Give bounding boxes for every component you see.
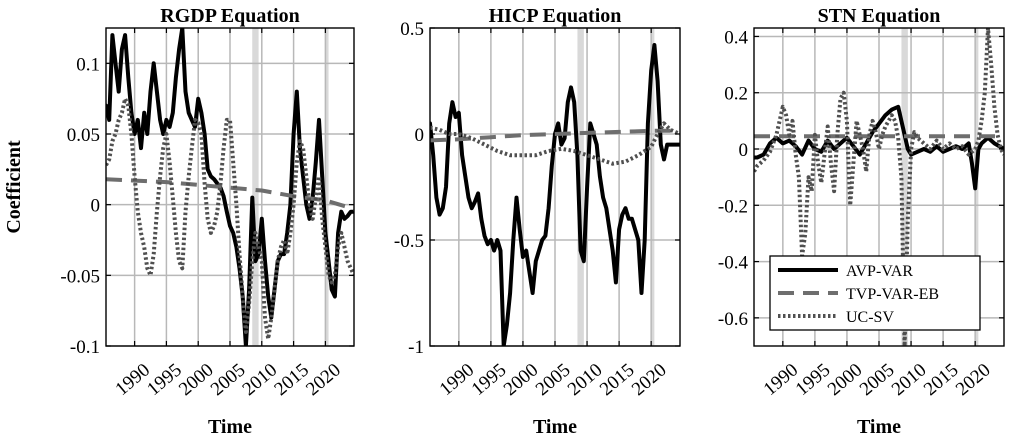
y-tick-label: -0.1 [70, 337, 100, 358]
y-tick-label: 0 [415, 125, 425, 146]
panel-title: HICP Equation [489, 5, 622, 27]
hicp-panel: 1990199520002005201020152020-1-0.500.5HI… [394, 5, 681, 438]
rgdp-panel: 1990199520002005201020152020-0.1-0.0500.… [60, 5, 355, 438]
y-tick-label: 0.4 [724, 27, 748, 48]
y-tick-label: -0.05 [60, 266, 100, 287]
y-tick-label: 0.1 [76, 54, 100, 75]
legend-label-avp-var: AVP-VAR [846, 263, 913, 280]
y-tick-label: -0.2 [718, 196, 748, 217]
shaded-period [325, 28, 329, 346]
y-tick-label: -0.6 [718, 309, 748, 330]
legend: AVP-VAR TVP-VAR-EB UC-SV [769, 255, 981, 331]
y-axis-label: Coefficient [3, 140, 25, 234]
legend-label-uc-sv: UC-SV [846, 309, 894, 326]
y-tick-label: 0 [739, 140, 749, 161]
x-axis-label: Time [533, 416, 577, 438]
y-tick-label: -0.4 [718, 253, 749, 274]
panel-title: RGDP Equation [160, 5, 299, 27]
shaded-period [252, 28, 259, 346]
y-tick-label: 0.05 [67, 125, 100, 146]
x-tick-label: 2020 [952, 360, 995, 401]
y-tick-label: 0.2 [724, 84, 748, 105]
shaded-period [577, 28, 584, 346]
series-line-uc-sv [106, 96, 354, 341]
shaded-period [901, 28, 908, 346]
x-tick-label: 2020 [302, 360, 345, 401]
y-tick-label: -1 [408, 337, 424, 358]
x-axis-label: Time [208, 416, 252, 438]
y-tick-label: 0 [91, 196, 101, 217]
series-line-avp-var [754, 104, 1004, 191]
shaded-period [651, 28, 655, 346]
x-tick-label: 2020 [628, 360, 671, 401]
y-tick-label: 0.5 [400, 19, 424, 40]
stn-panel: 1990199520002005201020152020-0.6-0.4-0.2… [718, 5, 1005, 438]
legend-label-tvp-var-eb: TVP-VAR-EB [846, 286, 939, 303]
panel-title: STN Equation [818, 5, 941, 27]
y-tick-label: -0.5 [394, 231, 424, 252]
x-axis-label: Time [857, 416, 901, 438]
